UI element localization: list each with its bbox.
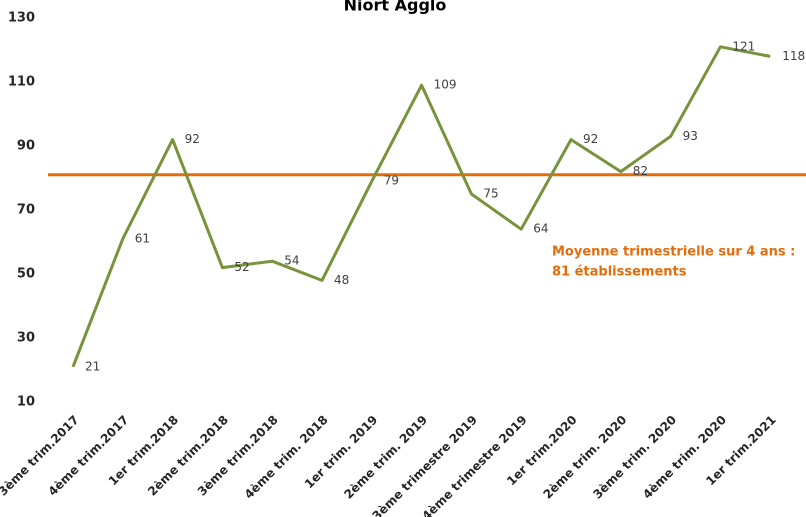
x-tick-label: 3ème trim. 2020 (590, 413, 679, 502)
data-label: 21 (85, 359, 100, 373)
y-tick-label: 50 (17, 267, 35, 282)
data-label: 109 (434, 78, 457, 92)
data-label: 79 (384, 174, 399, 188)
x-tick-label: 2ème trim. 2019 (341, 413, 430, 502)
x-tick-label: 4ème trim. 2018 (242, 413, 331, 502)
y-tick-label: 70 (17, 203, 35, 218)
x-tick-label: 3ème trim.2017 (0, 413, 82, 499)
data-label: 48 (334, 273, 349, 287)
y-tick-label: 90 (17, 139, 35, 154)
data-label: 92 (185, 132, 200, 146)
y-tick-label: 110 (8, 75, 35, 90)
y-tick-label: 10 (17, 395, 35, 410)
data-label: 121 (732, 39, 755, 53)
series-line (71, 45, 771, 368)
data-label: 118 (782, 49, 805, 63)
data-label: 82 (633, 164, 648, 178)
x-tick-label: 4ème trim. 2020 (640, 413, 729, 502)
data-label: 75 (483, 187, 498, 201)
y-tick-label: 30 (17, 331, 35, 346)
annotation: 81 établissements (552, 265, 687, 280)
data-label: 64 (533, 222, 548, 236)
chart-title: Niort Agglo (344, 0, 447, 15)
annotation: Moyenne trimestrielle sur 4 ans : (552, 245, 795, 260)
data-label: 54 (284, 254, 299, 268)
y-tick-label: 130 (8, 11, 35, 26)
data-label: 61 (135, 231, 150, 245)
data-label: 92 (583, 132, 598, 146)
x-tick-label: 2ème trim. 2020 (540, 413, 629, 502)
data-label: 93 (683, 129, 698, 143)
data-label: 52 (234, 260, 249, 274)
